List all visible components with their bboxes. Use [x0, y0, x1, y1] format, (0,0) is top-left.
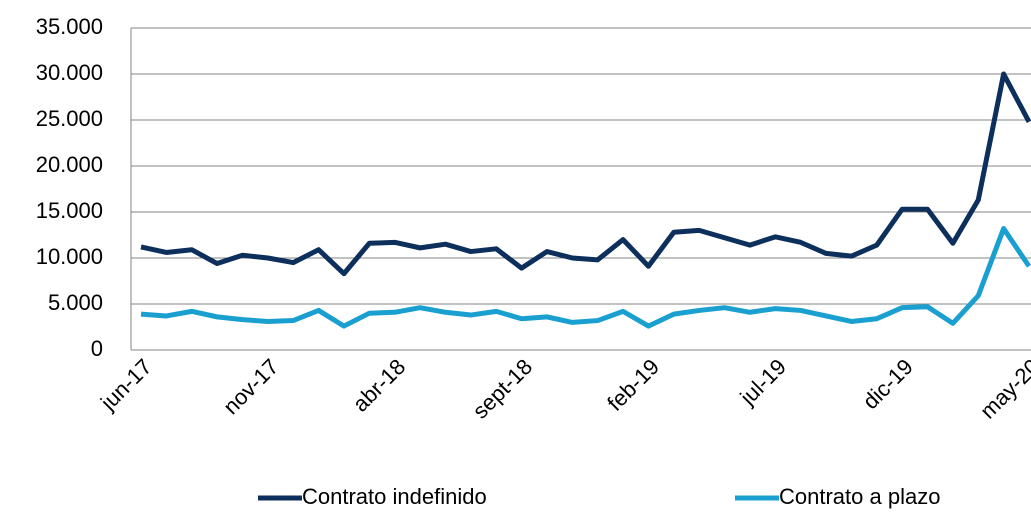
- y-tick-label: 35.000: [36, 14, 103, 39]
- x-tick-label: jun-17: [95, 354, 157, 416]
- y-tick-label: 0: [91, 336, 103, 361]
- y-tick-label: 10.000: [36, 244, 103, 269]
- x-tick-label: abr-18: [348, 354, 411, 417]
- y-tick-label: 5.000: [48, 290, 103, 315]
- y-tick-label: 30.000: [36, 60, 103, 85]
- legend-label: Contrato indefinido: [302, 484, 487, 509]
- series-line: [140, 226, 1031, 329]
- x-tick-label: may-20: [975, 354, 1031, 424]
- y-tick-label: 15.000: [36, 198, 103, 223]
- x-tick-label: dic-19: [858, 354, 918, 414]
- x-tick-label: sept-18: [468, 354, 538, 424]
- legend-label: Contrato a plazo: [779, 484, 940, 509]
- y-tick-label: 20.000: [36, 152, 103, 177]
- x-tick-label: feb-19: [602, 354, 664, 416]
- x-tick-label: nov-17: [218, 354, 283, 419]
- y-tick-label: 25.000: [36, 106, 103, 131]
- series-line: [140, 71, 1031, 277]
- x-tick-label: jul-19: [734, 354, 790, 410]
